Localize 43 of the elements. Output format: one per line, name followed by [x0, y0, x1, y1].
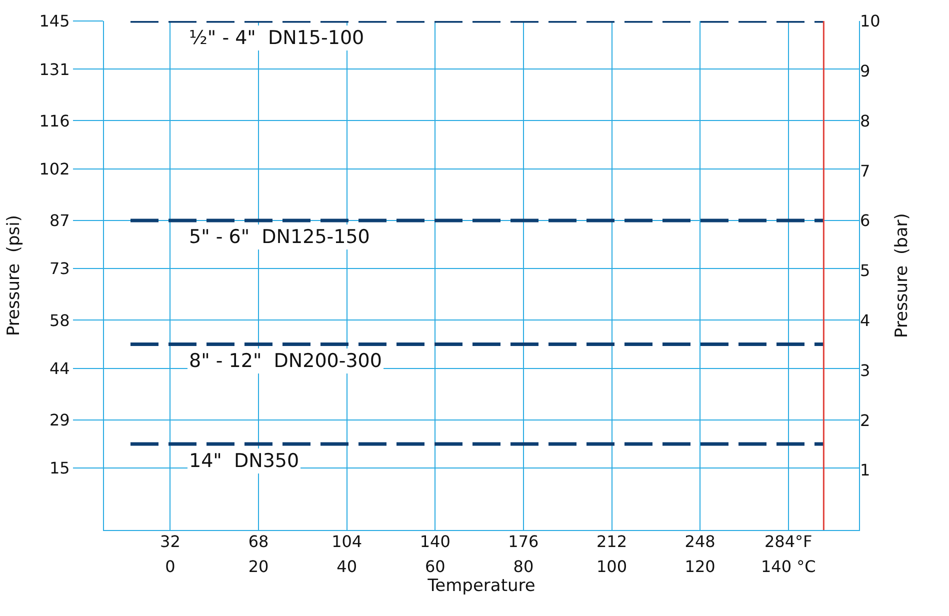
y-tick-label: 15 [49, 458, 70, 478]
y-tick-label: 116 [39, 111, 70, 130]
y-tick-label: 145 [39, 12, 70, 31]
y2-tick-label: 3 [860, 360, 870, 380]
y2-tick-label: 1 [860, 460, 870, 480]
series-label: ½" - 4" DN15-100 [189, 27, 364, 49]
y-axis-title: Pressure (psi) [4, 214, 24, 336]
y-tick-label: 44 [49, 358, 70, 378]
x2-tick-label: 248 [684, 532, 716, 551]
y2-tick-label: 5 [860, 261, 870, 280]
y-tick-label: 58 [49, 310, 70, 330]
x-tick-label: 20 [248, 557, 269, 576]
y-tick-label: 29 [49, 410, 70, 430]
x2-tick-label: 212 [596, 532, 628, 551]
y2-tick-label: 8 [860, 111, 870, 130]
y2-tick-label: 6 [860, 211, 870, 230]
x2-tick-label: 68 [248, 532, 269, 551]
x-tick-label: 40 [336, 557, 358, 576]
x-tick-label: 120 [684, 557, 716, 576]
series-label: 8" - 12" DN200-300 [189, 350, 382, 372]
y-tick-label: 102 [39, 159, 70, 178]
y-tick-label: 87 [49, 211, 70, 230]
x-axis-title: Temperature [426, 576, 536, 596]
x-tick-label: 100 [596, 557, 628, 576]
x-tick-label: 140 °C [760, 557, 816, 576]
y2-tick-label: 2 [860, 410, 870, 430]
y-tick-label: 131 [39, 60, 70, 79]
y2-tick-label: 10 [860, 12, 880, 31]
series-label: 14" DN350 [189, 450, 300, 472]
y2-tick-label: 7 [860, 161, 870, 180]
y2-tick-label: 9 [860, 62, 870, 80]
y-tick-label: 73 [49, 259, 70, 278]
x2-tick-label: 32 [160, 532, 180, 551]
x2-tick-label: 104 [332, 532, 362, 551]
x-tick-label: 80 [513, 557, 534, 576]
series-label: 5" - 6" DN125-150 [189, 226, 370, 248]
x2-tick-label: 176 [508, 532, 539, 551]
x-tick-label: 0 [165, 557, 176, 576]
x2-tick-label: 284°F [764, 532, 812, 551]
x2-tick-label: 140 [420, 532, 450, 551]
y2-tick-label: 4 [860, 311, 870, 330]
x-tick-label: 60 [424, 557, 446, 576]
y2-axis-title: Pressure (bar) [892, 213, 912, 338]
